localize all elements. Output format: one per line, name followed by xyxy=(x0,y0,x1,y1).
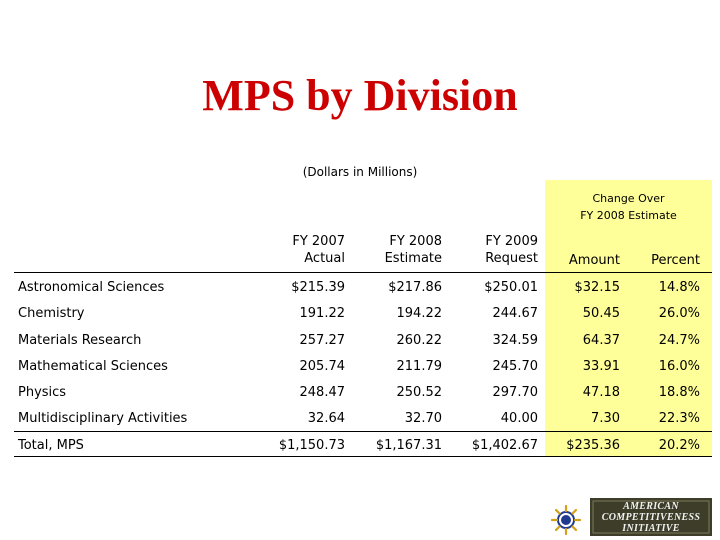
total-amount: $235.36 xyxy=(566,438,620,453)
cell-fy2009: $250.01 xyxy=(484,280,538,295)
row-label: Physics xyxy=(18,385,67,400)
header-amount-line1: Amount xyxy=(568,253,620,268)
row-label: Multidisciplinary Activities xyxy=(18,411,188,426)
change-header: Change Over FY 2008 Estimate xyxy=(545,190,712,224)
header-percent: Percent xyxy=(651,252,700,269)
cell-fy2007: 191.22 xyxy=(299,306,346,321)
total-fy2007: $1,150.73 xyxy=(278,438,345,453)
header-fy2008-line2: Estimate xyxy=(384,251,442,266)
cell-amount: 50.45 xyxy=(582,306,620,321)
cell-fy2009: 324.59 xyxy=(492,333,539,348)
row-label: Materials Research xyxy=(18,333,142,348)
header-percent-line1: Percent xyxy=(651,253,700,268)
cell-fy2008: 250.52 xyxy=(396,385,443,400)
row-label: Mathematical Sciences xyxy=(18,359,168,374)
header-fy2009-line2: Request xyxy=(485,251,538,266)
cell-fy2008: 211.79 xyxy=(396,359,443,374)
cell-amount: 64.37 xyxy=(582,333,620,348)
aci-line1: AMERICAN xyxy=(623,501,679,512)
cell-percent: 18.8% xyxy=(658,385,700,400)
table-row: Materials Research 257.27 260.22 324.59 … xyxy=(0,327,720,353)
header-fy2008: FY 2008 Estimate xyxy=(385,233,442,267)
header-fy2007-line2: Actual xyxy=(304,251,345,266)
table-row: Chemistry 191.22 194.22 244.67 50.45 26.… xyxy=(0,300,720,326)
row-label: Astronomical Sciences xyxy=(18,280,165,295)
row-label: Chemistry xyxy=(18,306,85,321)
cell-fy2008: 260.22 xyxy=(396,333,443,348)
change-header-line1: Change Over xyxy=(592,192,665,205)
change-highlight xyxy=(545,180,712,457)
cell-percent: 22.3% xyxy=(658,411,700,426)
table-row: Physics 248.47 250.52 297.70 47.18 18.8% xyxy=(0,379,720,405)
cell-percent: 24.7% xyxy=(658,333,700,348)
cell-percent: 14.8% xyxy=(658,280,700,295)
header-amount: Amount xyxy=(569,252,620,269)
aci-line2: COMPETITIVENESS xyxy=(601,512,701,523)
cell-fy2007: 205.74 xyxy=(299,359,346,374)
cell-amount: 7.30 xyxy=(591,411,620,426)
cell-fy2007: 257.27 xyxy=(299,333,346,348)
slide-subtitle: (Dollars in Millions) xyxy=(302,165,418,179)
table-top-rule xyxy=(14,272,712,273)
cell-fy2007: 32.64 xyxy=(307,411,345,426)
slide-title: MPS by Division xyxy=(202,71,518,120)
total-row: Total, MPS $1,150.73 $1,167.31 $1,402.67… xyxy=(0,432,720,458)
aci-line3: INITIATIVE xyxy=(622,523,680,534)
cell-fy2007: 248.47 xyxy=(299,385,346,400)
cell-fy2008: $217.86 xyxy=(388,280,442,295)
header-fy2009-line1: FY 2009 xyxy=(485,234,538,249)
table-row: Mathematical Sciences 205.74 211.79 245.… xyxy=(0,353,720,379)
table-bottom-rule xyxy=(14,456,712,457)
aci-logo: AMERICAN COMPETITIVENESS INITIATIVE xyxy=(590,498,712,536)
header-fy2007-line1: FY 2007 xyxy=(292,234,345,249)
total-percent: 20.2% xyxy=(658,438,700,453)
header-fy2009: FY 2009 Request xyxy=(485,233,538,267)
total-fy2008: $1,167.31 xyxy=(375,438,442,453)
cell-amount: 47.18 xyxy=(582,385,620,400)
header-fy2007: FY 2007 Actual xyxy=(292,233,345,267)
nsf-logo-icon xyxy=(551,505,581,535)
cell-fy2009: 297.70 xyxy=(492,385,539,400)
cell-fy2008: 194.22 xyxy=(396,306,443,321)
cell-fy2007: $215.39 xyxy=(291,280,345,295)
total-fy2009: $1,402.67 xyxy=(471,438,538,453)
total-label: Total, MPS xyxy=(18,438,84,453)
cell-fy2008: 32.70 xyxy=(404,411,442,426)
cell-fy2009: 40.00 xyxy=(500,411,538,426)
table-row: Astronomical Sciences $215.39 $217.86 $2… xyxy=(0,274,720,300)
total-rule xyxy=(14,431,712,432)
cell-percent: 16.0% xyxy=(658,359,700,374)
header-fy2008-line1: FY 2008 xyxy=(389,234,442,249)
table-row: Multidisciplinary Activities 32.64 32.70… xyxy=(0,405,720,431)
change-header-line2: FY 2008 Estimate xyxy=(580,209,677,222)
cell-amount: $32.15 xyxy=(574,280,621,295)
cell-amount: 33.91 xyxy=(582,359,620,374)
cell-percent: 26.0% xyxy=(658,306,700,321)
cell-fy2009: 245.70 xyxy=(492,359,539,374)
cell-fy2009: 244.67 xyxy=(492,306,539,321)
